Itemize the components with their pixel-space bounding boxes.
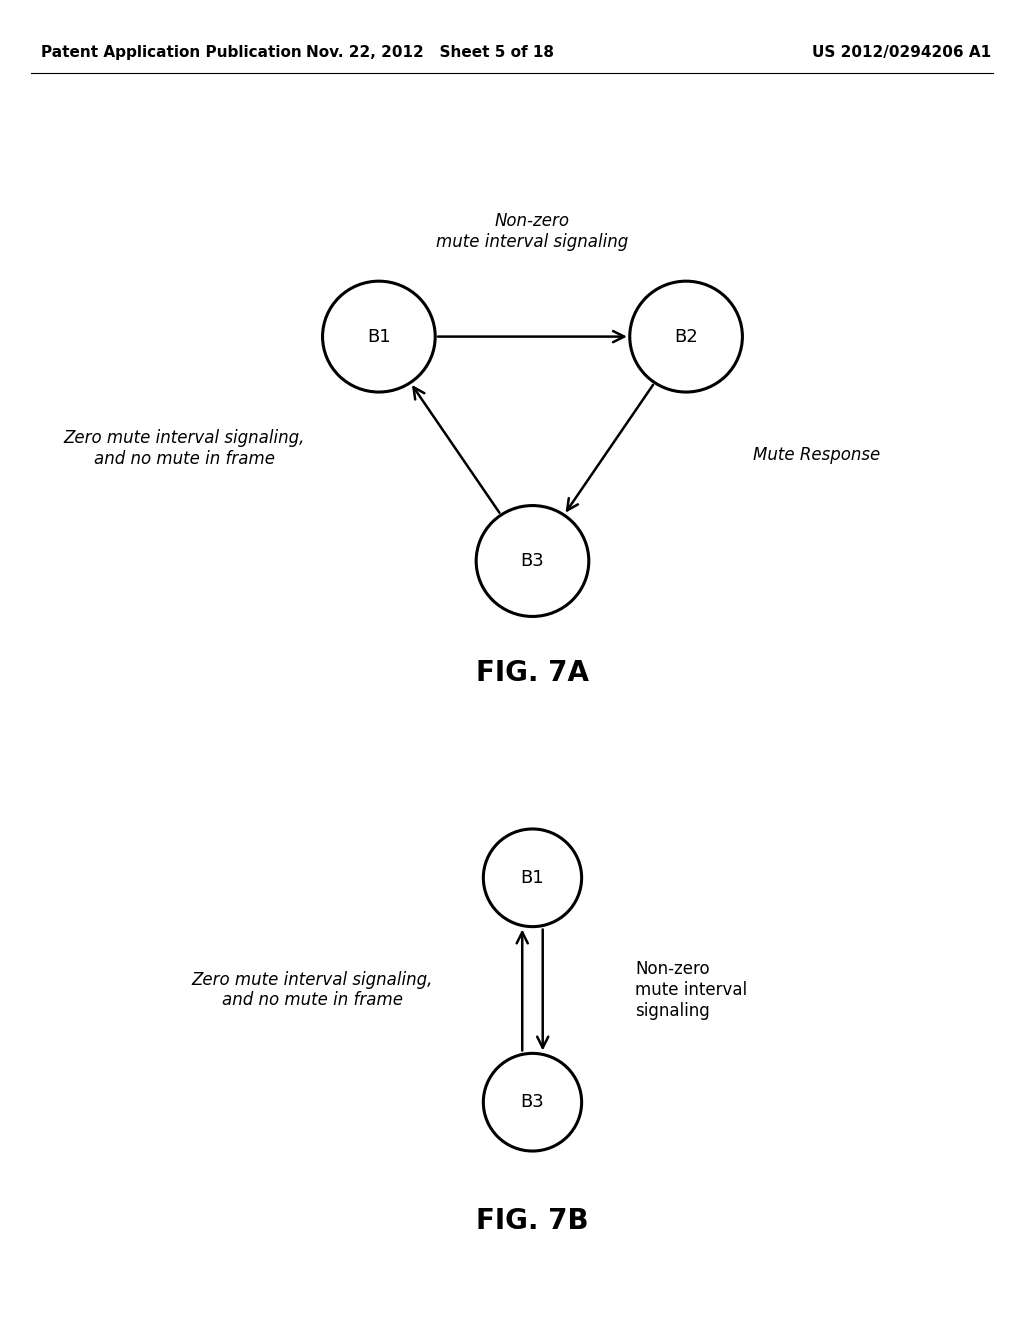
Text: Patent Application Publication: Patent Application Publication: [41, 45, 302, 61]
Text: B3: B3: [520, 552, 545, 570]
Text: Nov. 22, 2012   Sheet 5 of 18: Nov. 22, 2012 Sheet 5 of 18: [306, 45, 554, 61]
Ellipse shape: [483, 829, 582, 927]
Text: Non-zero
mute interval signaling: Non-zero mute interval signaling: [436, 213, 629, 251]
Ellipse shape: [323, 281, 435, 392]
Text: B1: B1: [520, 869, 545, 887]
Text: US 2012/0294206 A1: US 2012/0294206 A1: [812, 45, 990, 61]
Ellipse shape: [630, 281, 742, 392]
Text: Non-zero
mute interval
signaling: Non-zero mute interval signaling: [635, 960, 746, 1020]
Text: B2: B2: [674, 327, 698, 346]
Text: B1: B1: [367, 327, 391, 346]
Text: FIG. 7A: FIG. 7A: [476, 659, 589, 688]
Text: FIG. 7B: FIG. 7B: [476, 1206, 589, 1236]
Text: Zero mute interval signaling,
and no mute in frame: Zero mute interval signaling, and no mut…: [63, 429, 305, 469]
Text: Mute Response: Mute Response: [753, 446, 880, 465]
Text: Zero mute interval signaling,
and no mute in frame: Zero mute interval signaling, and no mut…: [191, 970, 433, 1010]
Ellipse shape: [476, 506, 589, 616]
Ellipse shape: [483, 1053, 582, 1151]
Text: B3: B3: [520, 1093, 545, 1111]
